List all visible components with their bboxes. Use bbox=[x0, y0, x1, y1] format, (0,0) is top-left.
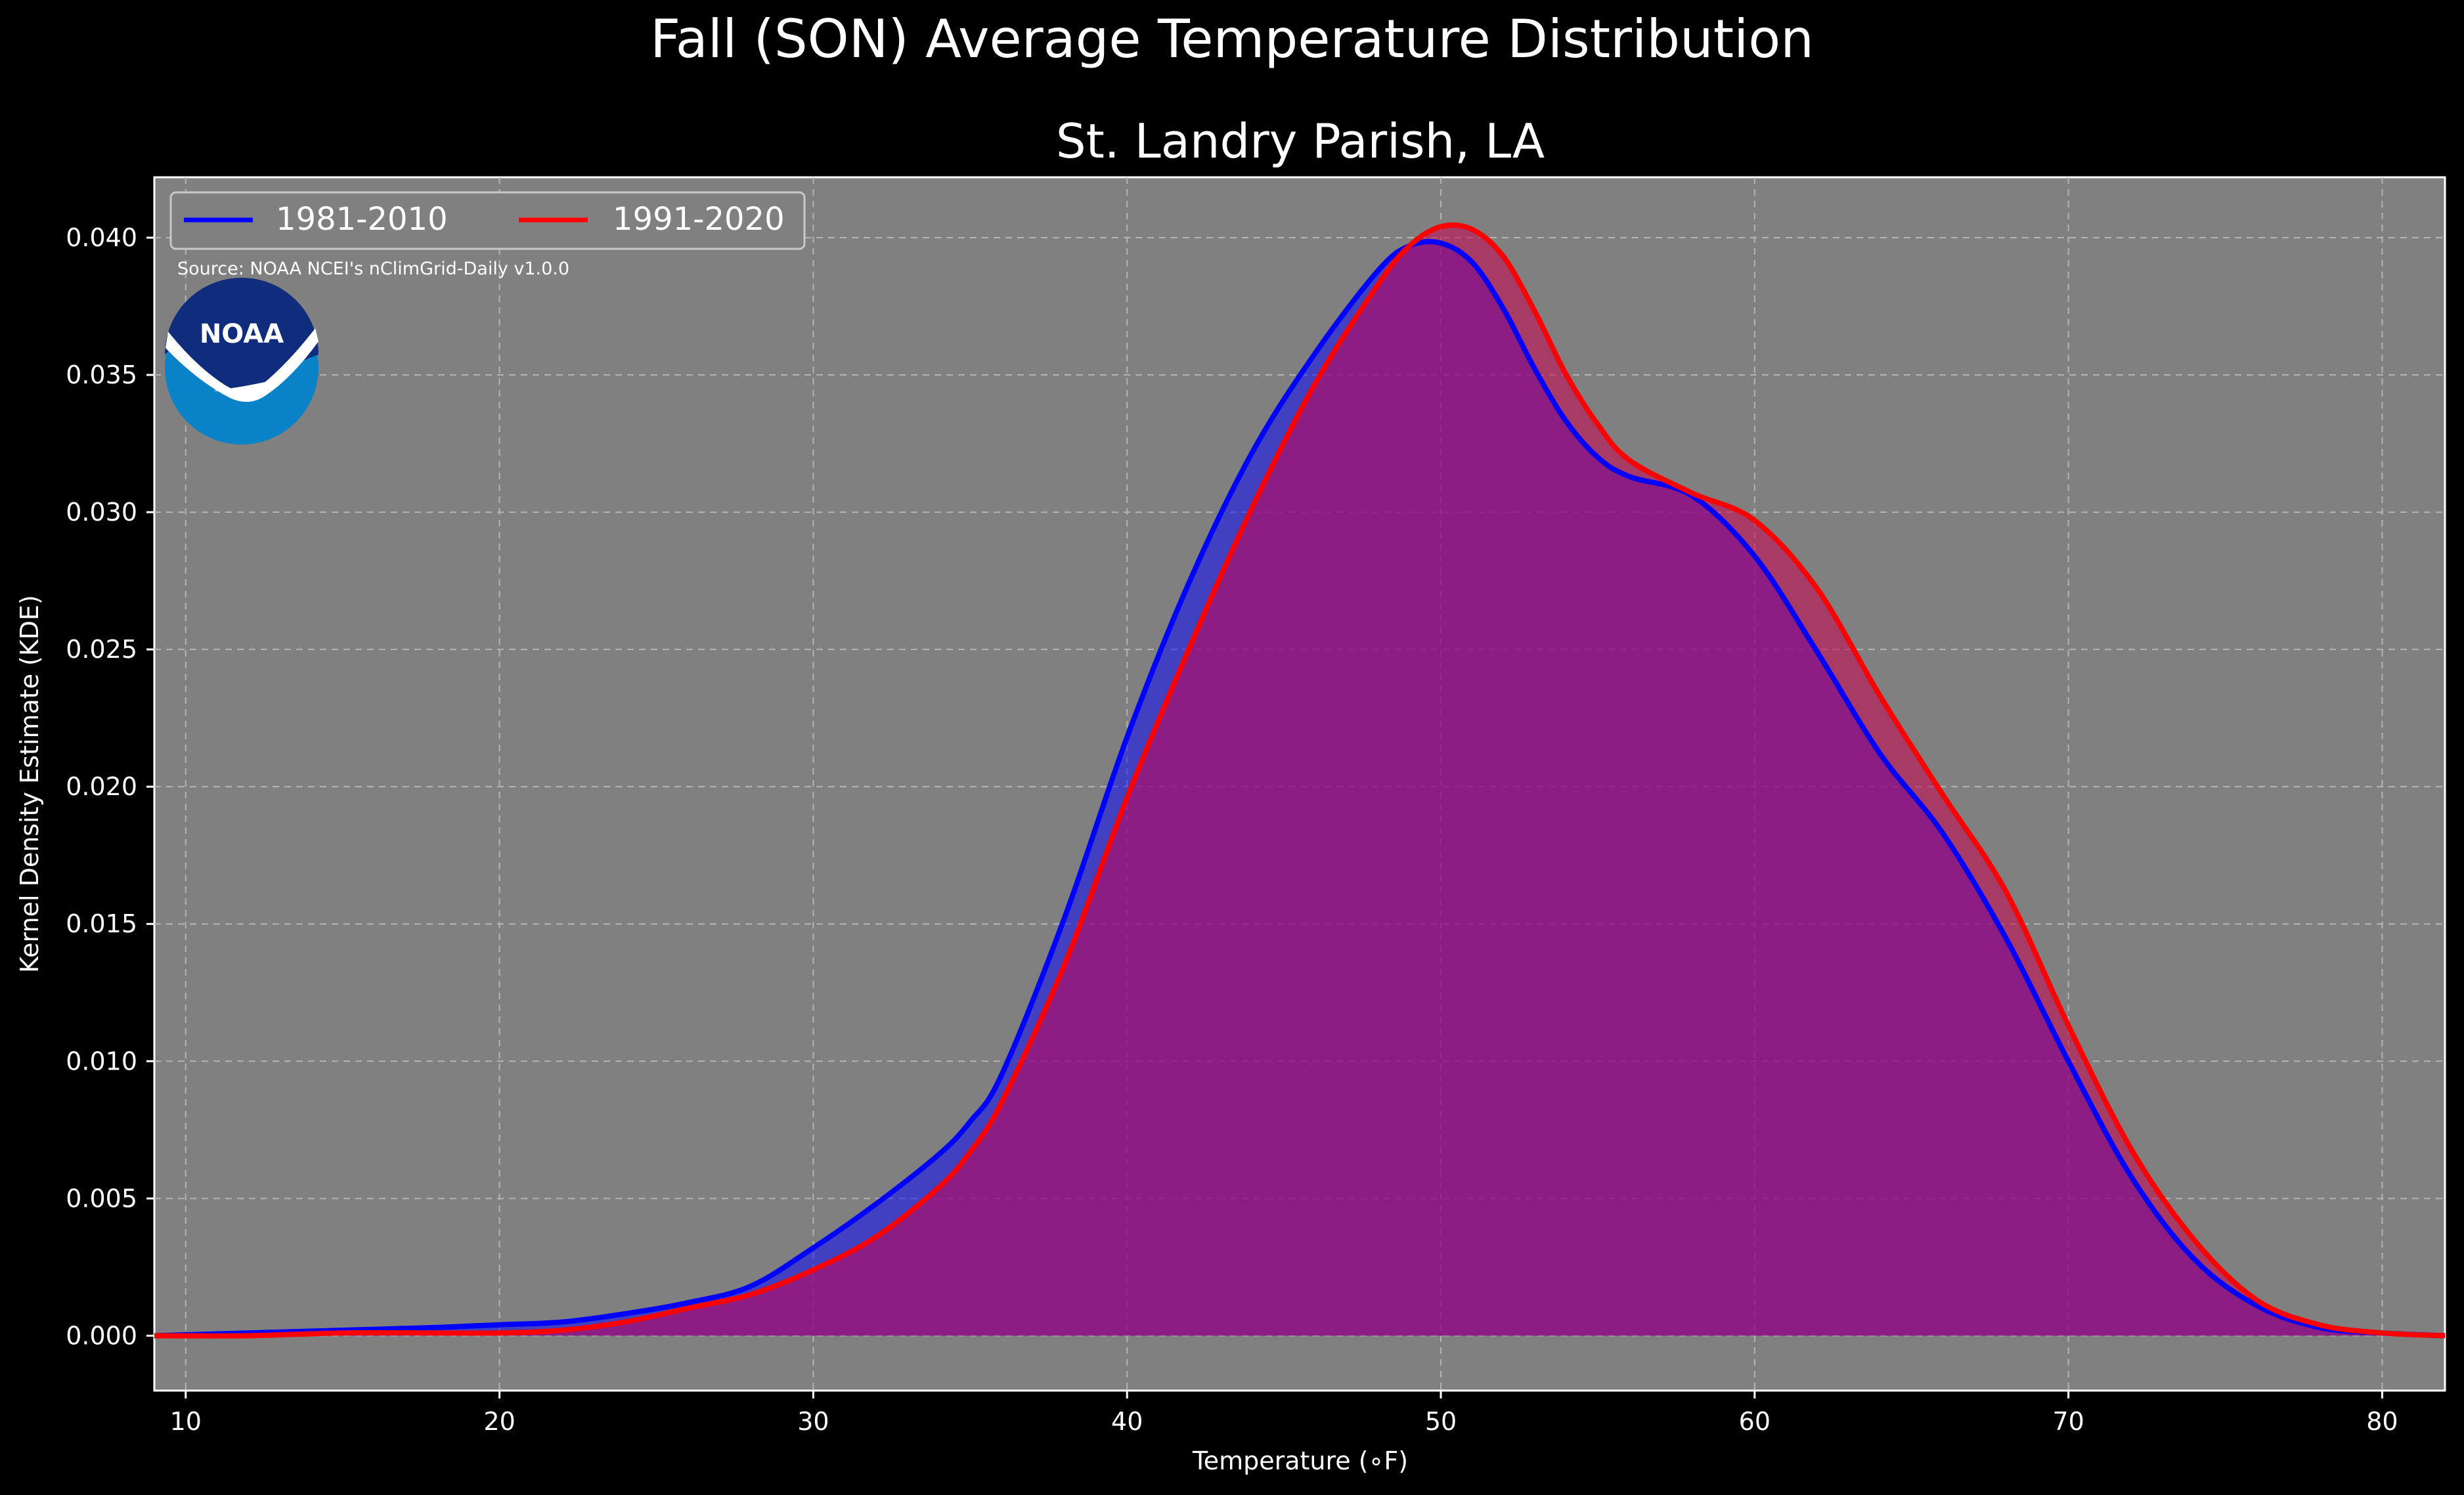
legend-label-1991-2020: 1991-2020 bbox=[613, 201, 785, 238]
chart-title: Fall (SON) Average Temperature Distribut… bbox=[650, 9, 1814, 70]
y-axis-label: Kernel Density Estimate (KDE) bbox=[15, 595, 44, 973]
y-tick-label: 0.000 bbox=[66, 1321, 137, 1350]
x-axis-label: Temperature (∘F) bbox=[1192, 1446, 1408, 1475]
noaa-logo-text: NOAA bbox=[200, 319, 284, 349]
x-axis-ticks: 10 20 30 40 50 60 70 80 bbox=[170, 1391, 2398, 1436]
y-tick-label: 0.040 bbox=[66, 223, 137, 252]
fill-layer bbox=[154, 225, 2445, 1336]
y-tick-label: 0.020 bbox=[66, 772, 137, 801]
y-tick-label: 0.030 bbox=[66, 498, 137, 527]
x-tick-label: 10 bbox=[170, 1407, 202, 1436]
x-tick-label: 80 bbox=[2366, 1407, 2398, 1436]
line-layer bbox=[154, 222, 2446, 1339]
x-tick-label: 40 bbox=[1111, 1407, 1143, 1436]
x-tick-label: 60 bbox=[1739, 1407, 1771, 1436]
series-line-1981-2010 bbox=[154, 239, 2446, 1339]
y-tick-label: 0.010 bbox=[66, 1047, 137, 1075]
series-fill-1991-2020 bbox=[154, 225, 2445, 1336]
y-axis-ticks: 0.000 0.005 0.010 0.015 0.020 0.025 0.030 0.035… bbox=[66, 223, 154, 1350]
x-tick-label: 70 bbox=[2052, 1407, 2084, 1436]
chart-subtitle: St. Landry Parish, LA bbox=[1056, 114, 1545, 169]
noaa-logo: NOAA bbox=[165, 278, 319, 444]
legend: 1981-2010 1991-2020 bbox=[169, 191, 806, 250]
y-tick-label: 0.005 bbox=[66, 1184, 137, 1213]
y-tick-label: 0.035 bbox=[66, 360, 137, 389]
legend-box bbox=[169, 191, 806, 250]
y-tick-label: 0.025 bbox=[66, 635, 137, 664]
series-line-1991-2020 bbox=[154, 222, 2446, 1339]
x-tick-label: 30 bbox=[797, 1407, 829, 1436]
x-tick-label: 50 bbox=[1425, 1407, 1457, 1436]
x-tick-label: 20 bbox=[483, 1407, 515, 1436]
source-note: Source: NOAA NCEI's nClimGrid-Daily v1.0… bbox=[177, 259, 569, 279]
legend-label-1981-2010: 1981-2010 bbox=[276, 201, 448, 238]
y-tick-label: 0.015 bbox=[66, 909, 137, 938]
